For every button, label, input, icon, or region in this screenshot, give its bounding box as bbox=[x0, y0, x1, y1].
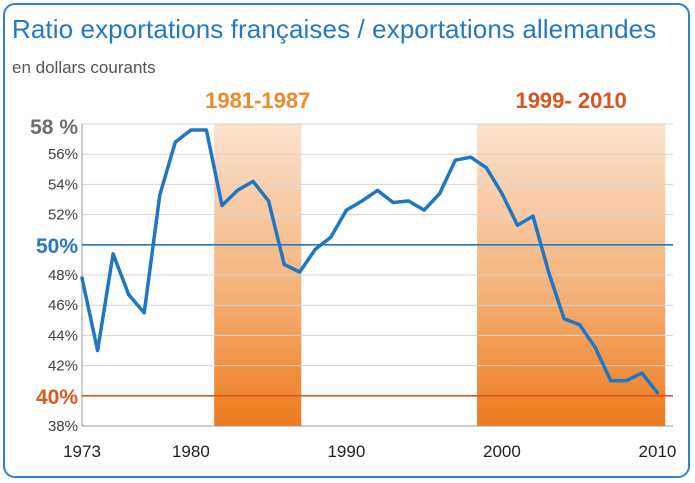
data-point-1997 bbox=[453, 158, 457, 162]
y-tick-label-58: 58 % bbox=[30, 116, 78, 139]
x-tick-label-2000: 2000 bbox=[483, 442, 521, 461]
x-tick-label-1990: 1990 bbox=[327, 442, 365, 461]
shaded-period-label-1: 1981-1987 bbox=[205, 88, 310, 113]
data-point-2003 bbox=[546, 270, 551, 274]
data-point-1992 bbox=[375, 188, 380, 193]
data-point-1977 bbox=[142, 311, 146, 315]
data-point-1995 bbox=[422, 208, 426, 212]
y-tick-label-38: 38% bbox=[48, 418, 78, 435]
data-point-1994 bbox=[407, 199, 411, 203]
data-point-1974 bbox=[95, 348, 100, 353]
chart-title: Ratio exportations françaises / exportat… bbox=[12, 14, 657, 44]
data-point-1984 bbox=[251, 179, 255, 183]
y-tick-label-44: 44% bbox=[48, 327, 78, 344]
y-tick-label-48: 48% bbox=[48, 267, 78, 284]
data-point-2001 bbox=[515, 223, 520, 227]
data-point-1986 bbox=[282, 262, 286, 267]
y-tick-label-46: 46% bbox=[48, 297, 78, 314]
data-point-2006 bbox=[593, 345, 597, 350]
data-point-1999 bbox=[484, 166, 488, 170]
data-point-2010 bbox=[655, 391, 660, 395]
data-point-1976 bbox=[127, 293, 131, 297]
data-point-2002 bbox=[531, 214, 535, 218]
data-point-2007 bbox=[609, 379, 613, 383]
data-point-2000 bbox=[500, 191, 504, 196]
x-tick-label-2010: 2010 bbox=[639, 442, 677, 461]
data-point-1993 bbox=[391, 200, 395, 205]
data-point-1981 bbox=[204, 128, 209, 132]
data-point-2009 bbox=[640, 371, 644, 375]
y-tick-label-42: 42% bbox=[48, 358, 78, 375]
y-tick-label-54: 54% bbox=[48, 176, 78, 193]
x-tick-label-1980: 1980 bbox=[172, 442, 210, 461]
data-point-2004 bbox=[562, 317, 566, 321]
data-point-1973 bbox=[80, 276, 84, 280]
y-tick-label-40: 40% bbox=[36, 386, 78, 409]
data-point-1975 bbox=[111, 252, 115, 256]
y-tick-label-56: 56% bbox=[48, 146, 78, 163]
data-point-1982 bbox=[220, 203, 224, 208]
shaded-period-label-2: 1999- 2010 bbox=[515, 88, 626, 113]
data-point-1978 bbox=[158, 193, 162, 197]
data-point-1988 bbox=[313, 247, 317, 251]
data-point-1983 bbox=[235, 188, 240, 193]
chart-subtitle: en dollars courants bbox=[12, 58, 156, 77]
data-point-1990 bbox=[344, 208, 348, 212]
data-point-1996 bbox=[438, 191, 442, 196]
data-point-1987 bbox=[298, 270, 302, 274]
y-tick-label-52: 52% bbox=[48, 207, 78, 224]
data-point-1991 bbox=[360, 199, 364, 203]
data-point-1985 bbox=[267, 199, 271, 203]
data-point-2008 bbox=[624, 379, 628, 383]
x-tick-label-1973: 1973 bbox=[63, 442, 101, 461]
data-point-1998 bbox=[469, 155, 473, 159]
data-point-2005 bbox=[578, 323, 582, 327]
y-tick-label-50: 50% bbox=[36, 235, 78, 258]
series-line-1 bbox=[80, 128, 660, 395]
data-point-1989 bbox=[329, 235, 333, 239]
data-point-1980 bbox=[189, 128, 193, 132]
data-point-1979 bbox=[173, 140, 177, 144]
